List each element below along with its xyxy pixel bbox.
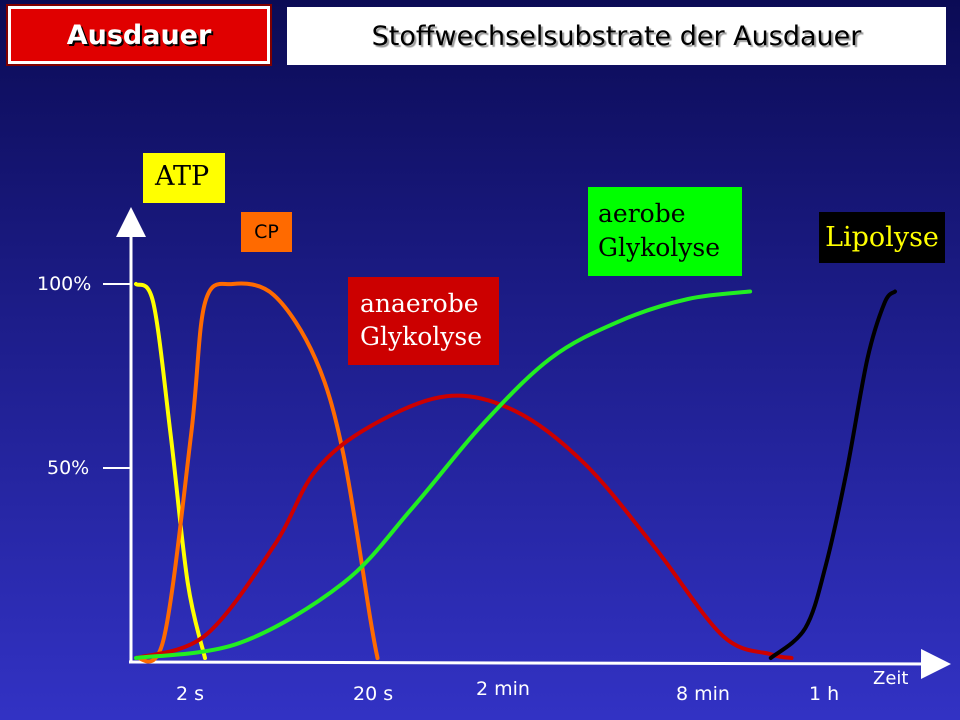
x-tick-label-20s: 20 s: [353, 683, 394, 705]
x-tick-label-1h: 1 h: [809, 683, 840, 705]
label-anaerobe-line-1: anaerobe: [360, 289, 479, 318]
page-title: Stoffwechselsubstrate der Ausdauer: [287, 7, 946, 65]
series-line-atp: [134, 282, 207, 660]
x-tick-label-8min: 8 min: [676, 683, 730, 705]
label-cp: CP: [241, 212, 292, 252]
series-line-anaerobe-glykolyse: [134, 393, 794, 660]
label-lipolyse: Lipolyse: [819, 212, 945, 263]
x-axis-label: Zeit: [873, 668, 909, 689]
y-tick-label-100: 100%: [37, 273, 92, 295]
label-aerobe-line-1: aerobe: [598, 199, 686, 228]
label-lipolyse-line: Lipolyse: [825, 222, 939, 253]
y-tick-label-50: 50%: [47, 457, 90, 479]
label-anaerobe-line-2: Glykolyse: [360, 322, 483, 351]
x-tick-label-2min: 2 min: [476, 678, 530, 700]
series-layer: [134, 281, 897, 664]
header-tab-label: Ausdauer: [66, 19, 212, 51]
series-line-lipolyse: [768, 289, 897, 660]
label-aerobe-line-2: Glykolyse: [598, 233, 721, 262]
label-atp-line: ATP: [155, 161, 210, 192]
label-aerobe-glykolyse: aerobe Glykolyse: [588, 187, 742, 276]
label-cp-line: CP: [254, 221, 279, 243]
x-tick-label-2s: 2 s: [176, 683, 205, 705]
label-atp: ATP: [143, 153, 225, 203]
series-line-cp: [134, 281, 380, 664]
label-anaerobe-glykolyse: anaerobe Glykolyse: [348, 277, 499, 365]
x-axis: [128, 648, 951, 679]
page-title-text: Stoffwechselsubstrate der Ausdauer: [371, 20, 862, 52]
header-tab: Ausdauer: [6, 4, 272, 66]
series-line-aerobe-glykolyse: [134, 289, 753, 660]
